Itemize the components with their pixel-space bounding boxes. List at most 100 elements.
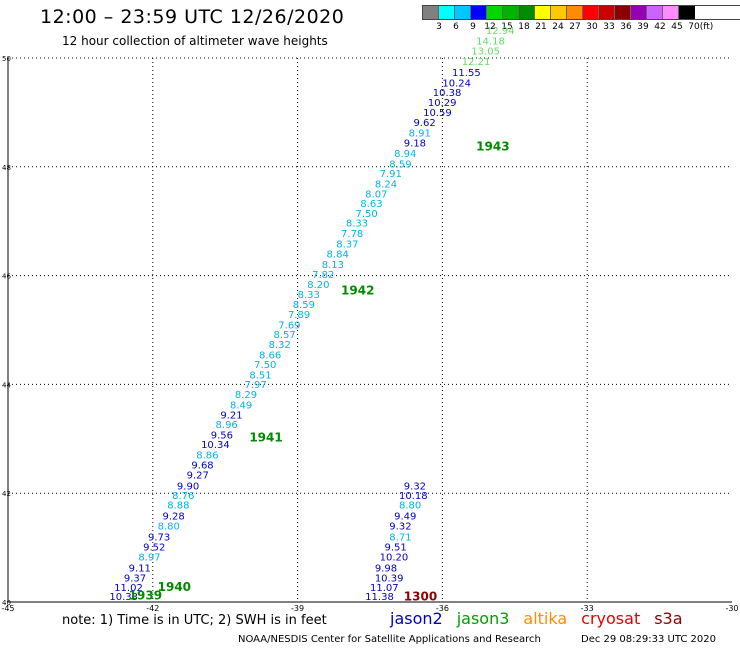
wave-height-value: 9.32	[404, 481, 426, 492]
y-tick-label: 50	[2, 55, 11, 63]
wave-height-value: 7.50	[254, 360, 276, 371]
y-tick-label: 40	[2, 599, 11, 607]
wave-height-value: 8.97	[138, 553, 160, 564]
wave-height-value: 9.68	[191, 461, 213, 472]
color-scale-boxes	[422, 5, 740, 20]
wave-height-value: 14.18	[476, 36, 505, 47]
track-pass-label: 1942	[341, 284, 374, 298]
color-scale-box	[439, 6, 455, 19]
wave-height-value: 9.27	[187, 471, 209, 482]
page-title: 12:00 – 23:59 UTC 12/26/2020	[40, 6, 345, 28]
wave-height-value: 10.29	[428, 98, 457, 109]
x-tick-label: -36	[436, 604, 449, 613]
color-scale-label: 9	[470, 22, 476, 32]
color-scale-box	[567, 6, 583, 19]
wave-height-value: 10.39	[375, 573, 404, 584]
wave-height-value: 10.24	[442, 78, 471, 89]
wave-height-value: 13.05	[471, 47, 500, 58]
track-pass-label: 1300	[404, 589, 437, 603]
wave-height-value: 7.69	[278, 320, 300, 331]
satellite-legend-jason3: jason3	[456, 609, 510, 628]
wave-height-value: 11.38	[365, 592, 394, 603]
y-tick-label: 44	[2, 381, 11, 389]
wave-height-value: 10.18	[399, 491, 428, 502]
wave-height-value: 12.94	[486, 26, 515, 37]
wave-height-value: 9.21	[220, 411, 242, 422]
color-scale-box	[455, 6, 471, 19]
wave-height-value: 8.66	[259, 350, 281, 361]
satellite-legend: jason2 jason3 altika cryosat s3a	[390, 609, 697, 628]
y-tick-label: 42	[2, 490, 11, 498]
wave-height-value: 9.52	[143, 542, 165, 553]
wave-height-value: 7.91	[380, 169, 402, 180]
color-scale-box	[503, 6, 519, 19]
color-scale-label: 27	[569, 22, 581, 32]
y-tick-label: 46	[2, 273, 11, 281]
y-tick-label: 48	[2, 164, 11, 172]
wave-height-value: 9.51	[384, 542, 406, 553]
satellite-legend-s3a: s3a	[654, 609, 683, 628]
wave-height-value: 7.50	[356, 209, 378, 220]
wave-height-value: 8.59	[389, 159, 411, 170]
axis-ticks: -45 -42 -39 -36 -33 -30 50 48 46 44 42 40	[1, 55, 738, 613]
wave-height-value: 8.37	[336, 239, 358, 250]
wave-height-value: 8.80	[158, 522, 180, 533]
wave-height-value: 10.38	[433, 88, 462, 99]
wave-height-value: 8.94	[394, 149, 416, 160]
footer-note: note: 1) Time is in UTC; 2) SWH is in fe…	[62, 613, 327, 628]
color-scale-label: 42	[654, 22, 666, 32]
wave-height-value: 10.33	[109, 592, 138, 603]
wave-height-value: 8.91	[409, 128, 431, 139]
x-tick-label: -42	[146, 604, 159, 613]
color-scale-box	[471, 6, 487, 19]
track-pass-label: 1940	[158, 580, 191, 594]
wave-height-value: 8.32	[269, 340, 291, 351]
wave-height-value: 9.49	[394, 511, 416, 522]
wave-height-value: 9.11	[129, 564, 151, 575]
credit-text: NOAA/NESDIS Center for Satellite Applica…	[238, 634, 541, 645]
wave-height-value: 8.86	[196, 450, 218, 461]
wave-height-value: 8.13	[322, 260, 344, 271]
wave-height-value: 9.18	[404, 139, 426, 150]
color-scale-label: 36	[620, 22, 632, 32]
color-scale-box	[551, 6, 567, 19]
color-scale-label: 39	[637, 22, 649, 32]
wave-height-value: 8.84	[327, 250, 349, 261]
wave-height-value: 10.59	[423, 108, 452, 119]
color-scale-label: 18	[518, 22, 530, 32]
color-scale-label: (ft)	[699, 22, 714, 32]
wave-height-value: 8.71	[389, 533, 411, 544]
map-grid	[7, 57, 732, 603]
color-scale-label: 24	[552, 22, 564, 32]
wave-height-value: 8.51	[249, 370, 271, 381]
satellite-legend-altika: altika	[523, 609, 568, 628]
color-scale-box	[647, 6, 663, 19]
x-tick-label: -33	[581, 604, 594, 613]
wave-height-value: 8.59	[293, 300, 315, 311]
wave-height-value: 8.33	[298, 290, 320, 301]
color-scale-label: 15	[501, 22, 513, 32]
track-pass-label: 1941	[249, 431, 282, 445]
color-scale-box	[631, 6, 647, 19]
wave-height-value: 8.88	[167, 500, 189, 511]
wave-height-value: 8.24	[375, 179, 397, 190]
wave-height-value: 8.33	[346, 219, 368, 230]
wave-height-value: 8.20	[307, 280, 329, 291]
color-scale-box	[615, 6, 631, 19]
color-scale-box	[487, 6, 503, 19]
color-scale-legend: 3 6 9 12 15 18 21 24 27 30 33 36 39 42 45 70 (ft)	[422, 5, 740, 34]
track-pass-label: 1943	[476, 139, 509, 153]
wave-height-value: 8.07	[365, 189, 387, 200]
wave-height-value: 9.56	[211, 430, 233, 441]
wave-height-value: 9.90	[177, 481, 199, 492]
wave-height-value: 8.57	[273, 330, 295, 341]
color-scale-box	[583, 6, 599, 19]
wave-height-value: 11.07	[370, 583, 399, 594]
color-scale-label: 3	[436, 22, 442, 32]
color-scale-box	[663, 6, 679, 19]
wave-height-points: 10.3311.029.379.118.979.529.738.809.288.…	[109, 26, 514, 603]
x-tick-label: -39	[291, 604, 304, 613]
color-scale-box	[599, 6, 615, 19]
